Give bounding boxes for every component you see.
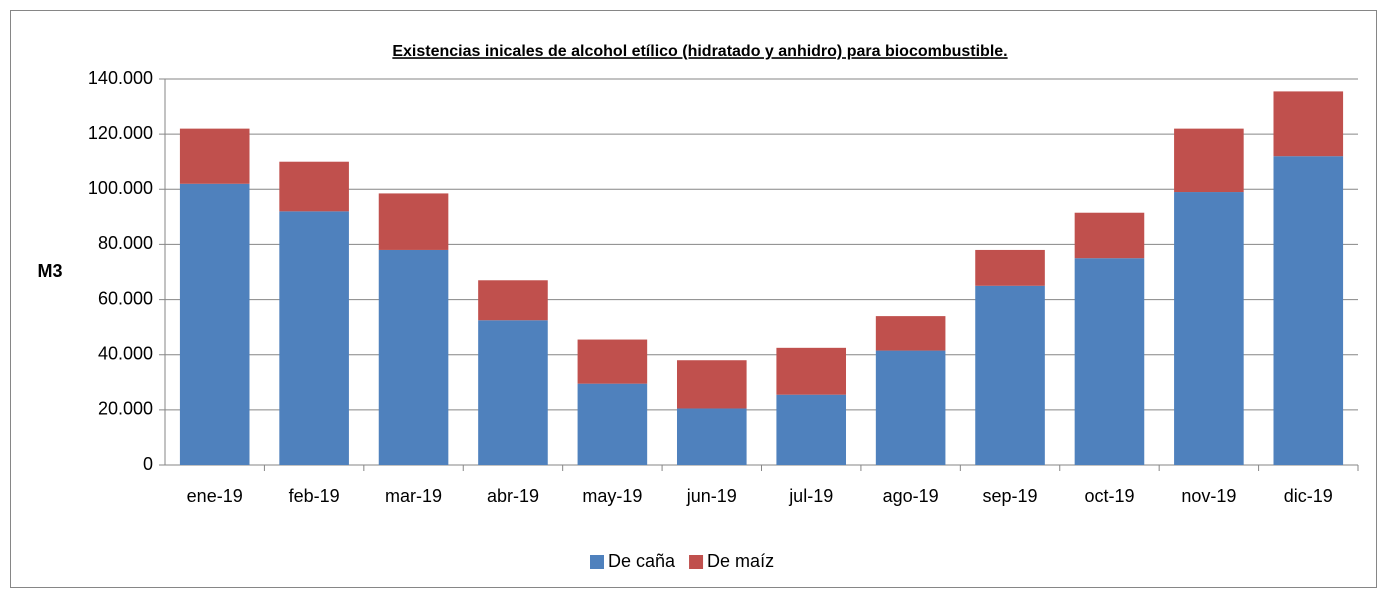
bar-segment — [279, 211, 349, 465]
x-tick-label: jul-19 — [788, 486, 833, 506]
y-tick-label: 0 — [143, 454, 153, 474]
bar-segment — [1074, 258, 1145, 465]
x-tick-label: oct-19 — [1084, 486, 1134, 506]
chart-title: Existencias inicales de alcohol etílico … — [392, 43, 1007, 60]
x-tick-label: dic-19 — [1284, 486, 1333, 506]
x-tick-label: nov-19 — [1181, 486, 1236, 506]
bar-segment — [1074, 212, 1145, 259]
x-tick-label: sep-19 — [983, 486, 1038, 506]
bar-segment — [676, 360, 747, 409]
x-tick-label: feb-19 — [289, 486, 340, 506]
y-tick-label: 20.000 — [98, 399, 153, 419]
bar-segment — [1174, 192, 1244, 466]
y-tick-label: 120.000 — [88, 123, 153, 143]
y-tick-label: 140.000 — [88, 68, 153, 88]
y-tick-label: 40.000 — [98, 343, 153, 363]
y-tick-label: 60.000 — [98, 288, 153, 308]
y-tick-label: 100.000 — [88, 178, 153, 198]
bar-segment — [1273, 156, 1344, 465]
bar-segment — [577, 383, 648, 465]
bar-segment — [577, 339, 648, 384]
bar-segment — [975, 285, 1045, 465]
x-tick-label: jun-19 — [686, 486, 737, 506]
y-tick-label: 80.000 — [98, 233, 153, 253]
bar-segment — [179, 128, 250, 184]
bar-segment — [975, 249, 1045, 286]
x-tick-label: mar-19 — [385, 486, 442, 506]
bar-segment — [676, 408, 747, 465]
legend-label: De maíz — [707, 551, 774, 571]
legend-swatch — [590, 555, 604, 569]
x-tick-label: abr-19 — [487, 486, 539, 506]
bar-segment — [875, 350, 946, 465]
bar-segment — [478, 280, 548, 321]
bar-segment — [1174, 128, 1244, 193]
bar-segment — [378, 193, 449, 250]
bar-segment — [1273, 91, 1344, 157]
bar-segment — [776, 347, 847, 395]
x-tick-label: ago-19 — [883, 486, 939, 506]
x-tick-label: may-19 — [582, 486, 642, 506]
bar-segment — [279, 161, 349, 212]
bar-segment — [378, 249, 449, 465]
y-axis-label: M3 — [37, 261, 62, 281]
legend-label: De caña — [608, 551, 676, 571]
legend-swatch — [689, 555, 704, 569]
bar-segment — [478, 320, 548, 465]
bar-segment — [179, 183, 250, 465]
bar-segment — [776, 394, 847, 465]
x-tick-label: ene-19 — [187, 486, 243, 506]
bar-segment — [875, 316, 946, 351]
